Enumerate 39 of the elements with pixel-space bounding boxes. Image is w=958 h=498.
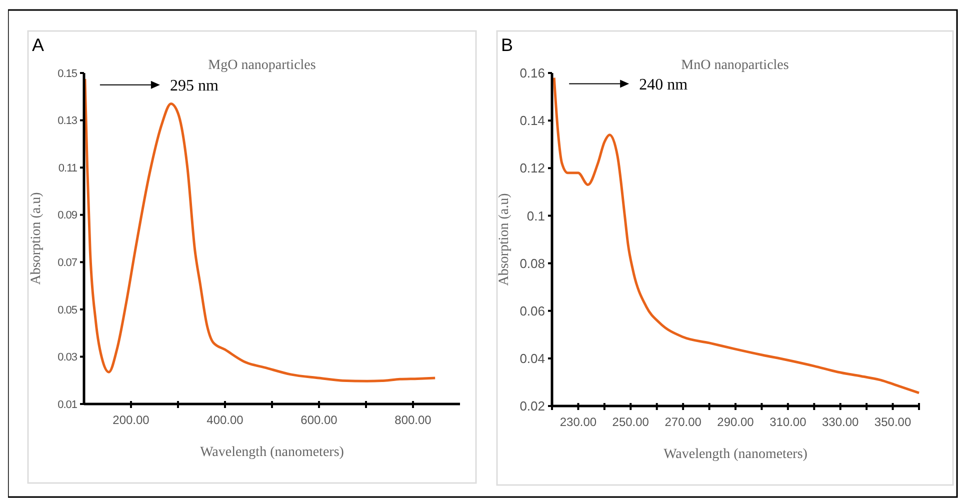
- y-tick-label: 0.06: [520, 303, 545, 318]
- y-tick-label: 0.15: [58, 68, 78, 80]
- x-tick-label: 400.00: [206, 413, 244, 427]
- y-tick-label: 0.01: [58, 398, 78, 411]
- x-tick-label: 230.00: [560, 415, 597, 429]
- text: B: [501, 35, 514, 55]
- line-series: [552, 76, 920, 394]
- x-tick-label: 350.00: [874, 415, 912, 429]
- chart-title: MnO nanoparticles: [681, 58, 789, 73]
- x-tick-label: 800.00: [394, 413, 432, 427]
- x-tick-label: 270.00: [664, 415, 702, 429]
- y-tick-label: 0.02: [520, 398, 545, 414]
- x-axis-title: Wavelength (nanometers): [200, 445, 344, 460]
- y-tick-label: 0.11: [58, 162, 78, 174]
- chart-title: MgO nanoparticles: [208, 58, 316, 73]
- y-tick-label: 0.13: [58, 115, 78, 128]
- y-tick-label: 0.14: [520, 113, 545, 128]
- y-tick-label: 0.16: [520, 66, 545, 81]
- y-tick-label: 0.1: [526, 208, 545, 224]
- annotation: 295 nm: [170, 78, 219, 95]
- y-tick-label: 0.05: [58, 304, 78, 316]
- x-tick-label: 290.00: [717, 415, 754, 429]
- y-tick-label: 0.03: [58, 352, 78, 364]
- x-tick-label: 310.00: [770, 415, 807, 429]
- x-tick-label: 250.00: [612, 415, 650, 429]
- annotation: 240 nm: [639, 76, 688, 94]
- y-tick-label: 0.07: [58, 256, 78, 269]
- x-tick-label: 200.00: [112, 413, 150, 427]
- x-tick-label: 330.00: [822, 415, 860, 429]
- text: A: [32, 35, 44, 55]
- y-tick-label: 0.08: [520, 256, 545, 271]
- x-tick-label: 600.00: [300, 413, 338, 427]
- y-tick-label: 0.12: [520, 160, 545, 176]
- y-axis-title: Absorption (a.u): [29, 192, 44, 285]
- y-tick-label: 0.04: [520, 350, 545, 366]
- y-tick-label: 0.09: [58, 210, 78, 222]
- y-axis-title: Absorption (a.u): [497, 192, 512, 286]
- x-axis-title: Wavelength (nanometers): [664, 447, 808, 462]
- line-series: [84, 78, 436, 382]
